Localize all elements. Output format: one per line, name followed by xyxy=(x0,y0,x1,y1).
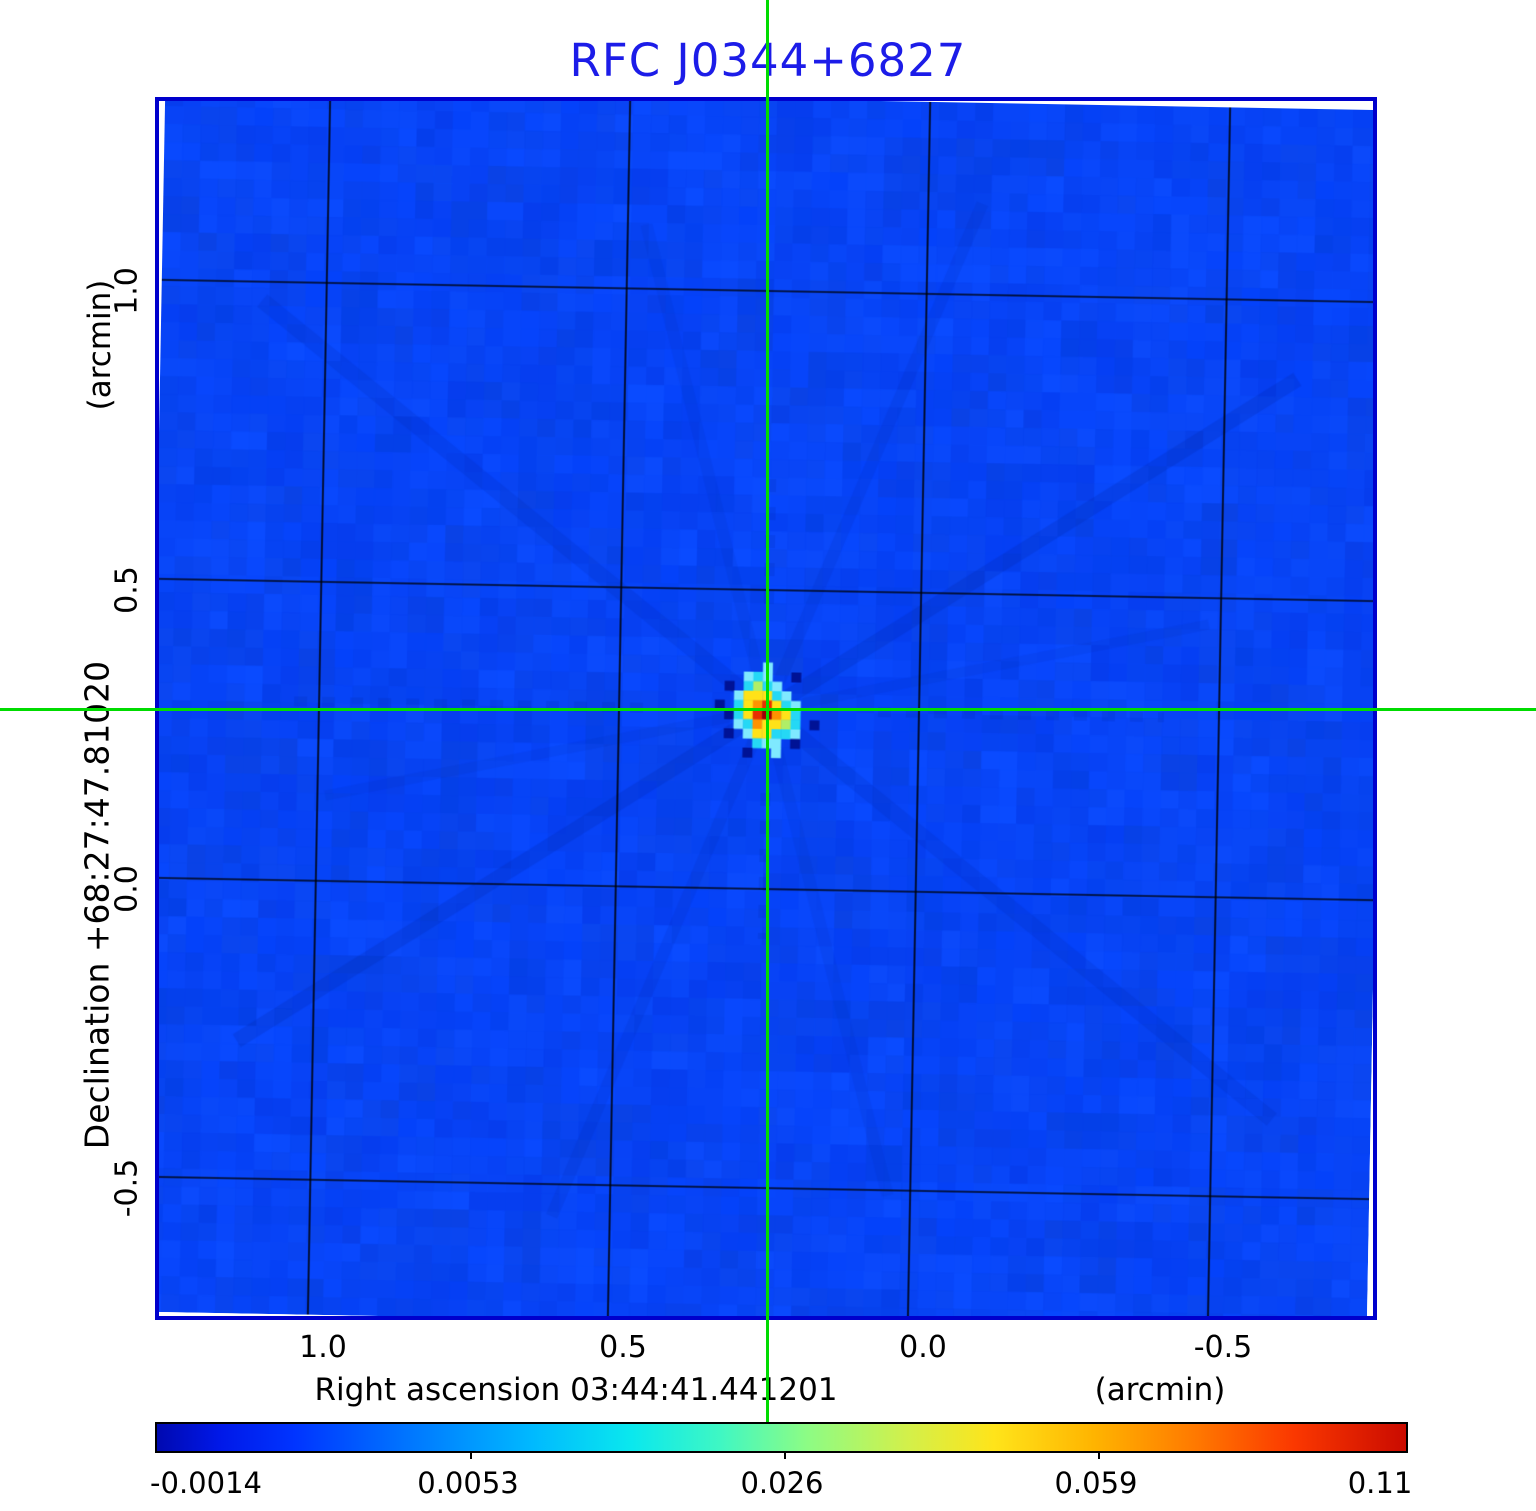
crosshair-vertical-line xyxy=(766,0,769,1422)
colorbar-tick-mark xyxy=(470,1451,472,1459)
y-axis-unit-label: (arcmin) xyxy=(82,279,118,411)
y-axis-label: Declination +68:27:47.81020 xyxy=(77,660,117,1150)
cb-labels-label: -0.0014 xyxy=(150,1466,262,1500)
y-ticks-label: 0.5 xyxy=(109,566,145,614)
cb-labels-label: 0.059 xyxy=(1054,1466,1138,1500)
cb-labels-label: 0.11 xyxy=(1347,1466,1413,1500)
cb-labels-label: 0.026 xyxy=(740,1466,824,1500)
x-ticks-label: 1.0 xyxy=(299,1330,347,1365)
colorbar xyxy=(155,1422,1408,1459)
x-ticks-label: 0.5 xyxy=(599,1330,647,1365)
x-ticks-label: 0.0 xyxy=(899,1330,947,1365)
colorbar-tick-mark xyxy=(1098,1451,1100,1459)
colorbar-tick-mark xyxy=(784,1451,786,1459)
cb-labels-label: 0.0053 xyxy=(417,1466,519,1500)
crosshair-horizontal-line xyxy=(0,708,1536,711)
x-axis-label: Right ascension 03:44:41.441201 xyxy=(314,1372,838,1408)
y-ticks-label: -0.5 xyxy=(109,1158,145,1218)
x-axis-unit-label: (arcmin) xyxy=(1094,1372,1226,1408)
x-ticks-label: -0.5 xyxy=(1193,1330,1253,1365)
